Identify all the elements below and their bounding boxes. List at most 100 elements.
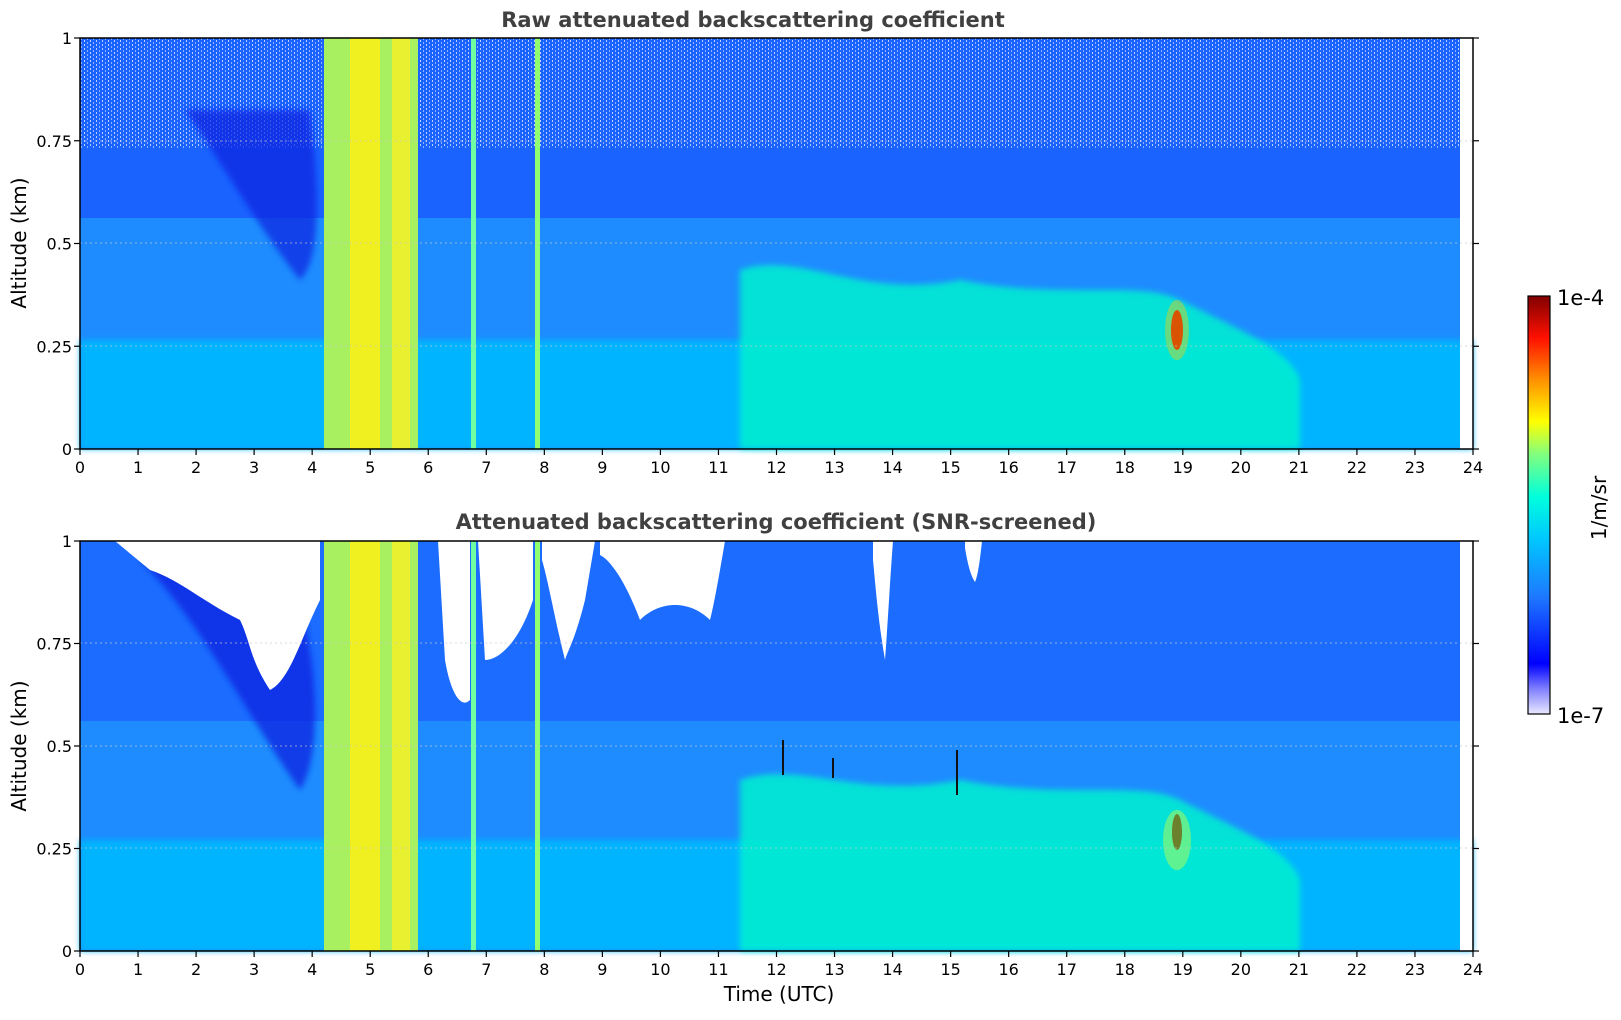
- panel-screened-fog-band-3: [535, 541, 540, 951]
- x-tick-label: 17: [1057, 960, 1077, 979]
- colorbar-min-label: 1e-7: [1557, 704, 1604, 728]
- x-tick-label: 12: [766, 960, 786, 979]
- panel-screened-boundary-layer: [740, 774, 1300, 951]
- panel-raw-x-ticks: 0 1 2 3 4 5 6 7 8 9 10 11 12 13 14 15 16 17 18 19 20 21 22 23 24: [75, 449, 1483, 477]
- panel-screened-masked-region-7: [965, 541, 982, 582]
- colorbar-gradient: [1527, 295, 1551, 715]
- x-tick-label: 20: [1231, 960, 1251, 979]
- x-tick-label: 7: [481, 960, 491, 979]
- x-tick-label: 14: [882, 458, 902, 477]
- x-tick-label: 2: [191, 960, 201, 979]
- y-tick-label: 0.5: [47, 737, 72, 756]
- y-tick-label: 0.25: [36, 840, 72, 859]
- x-tick-label: 18: [1115, 960, 1135, 979]
- x-tick-label: 12: [766, 458, 786, 477]
- panel-screened-masked-region-6: [873, 541, 893, 660]
- y-tick-label: 0.25: [36, 337, 72, 356]
- x-tick-label: 11: [708, 960, 728, 979]
- panel-screened-xlabel: Time (UTC): [723, 982, 835, 1006]
- x-tick-label: 4: [307, 458, 317, 477]
- x-tick-label: 18: [1115, 458, 1135, 477]
- x-tick-label: 1: [133, 458, 143, 477]
- x-tick-label: 9: [597, 458, 607, 477]
- panel-screened: Attenuated backscattering coefficient (S…: [7, 510, 1483, 1006]
- panel-raw-grid: [80, 140, 1473, 347]
- x-tick-label: 4: [307, 960, 317, 979]
- colorbar-unit-label: 1/m/sr: [1587, 475, 1611, 540]
- panel-raw-fog-band-3: [535, 38, 540, 449]
- x-tick-label: 19: [1173, 960, 1193, 979]
- panel-raw-y-ticks: 0 0.25 0.5 0.75 1: [36, 29, 1479, 459]
- y-tick-label: 0.75: [36, 635, 72, 654]
- x-tick-label: 5: [365, 960, 375, 979]
- x-tick-label: 6: [423, 458, 433, 477]
- panel-screened-masked-region-3: [478, 541, 533, 660]
- x-tick-label: 1: [133, 960, 143, 979]
- panel-raw: Raw attenuated backscattering coefficien…: [7, 8, 1483, 477]
- panel-raw-fog-band-2: [471, 38, 476, 449]
- x-tick-label: 15: [940, 458, 960, 477]
- panel-raw-peak-signal: [1171, 310, 1183, 350]
- x-tick-label: 7: [481, 458, 491, 477]
- x-tick-label: 23: [1405, 960, 1425, 979]
- x-tick-label: 13: [824, 458, 844, 477]
- panel-screened-masked-region-5: [600, 541, 725, 620]
- x-tick-label: 24: [1463, 960, 1483, 979]
- x-tick-label: 22: [1347, 960, 1367, 979]
- y-tick-label: 0.75: [36, 132, 72, 151]
- y-tick-label: 0.5: [47, 235, 72, 254]
- panel-screened-x-ticks: 0 1 2 3 4 5 6 7 8 9 10 11 12 13 14 15 16 17 18 19 20 21 22 23 24: [75, 951, 1483, 979]
- x-tick-label: 10: [650, 960, 670, 979]
- panel-raw-peak-halo: [1165, 300, 1189, 360]
- panel-raw-ylabel: Altitude (km): [7, 177, 31, 308]
- x-tick-label: 19: [1173, 458, 1193, 477]
- panel-screened-title: Attenuated backscattering coefficient (S…: [456, 510, 1097, 534]
- x-tick-label: 15: [940, 960, 960, 979]
- x-tick-label: 3: [249, 458, 259, 477]
- x-tick-label: 8: [539, 458, 549, 477]
- panel-screened-peak-halo: [1163, 810, 1191, 870]
- panel-screened-spike: [832, 758, 834, 778]
- x-tick-label: 0: [75, 458, 85, 477]
- x-tick-label: 9: [597, 960, 607, 979]
- x-tick-label: 16: [998, 960, 1018, 979]
- panel-screened-peak-signal: [1172, 814, 1182, 850]
- y-tick-label: 1: [62, 532, 72, 551]
- x-tick-label: 20: [1231, 458, 1251, 477]
- panel-screened-spike: [782, 740, 784, 775]
- panel-raw-boundary-layer: [740, 265, 1300, 449]
- panel-raw-title: Raw attenuated backscattering coefficien…: [501, 8, 1005, 32]
- x-tick-label: 3: [249, 960, 259, 979]
- x-tick-label: 17: [1057, 458, 1077, 477]
- panel-screened-ylabel: Altitude (km): [7, 680, 31, 811]
- panel-screened-y-ticks: 0 0.25 0.5 0.75 1: [36, 532, 1479, 961]
- panel-raw-upper-noise: [80, 38, 1473, 148]
- panel-screened-masked-region-2: [438, 541, 470, 703]
- y-tick-label: 0: [62, 942, 72, 961]
- panel-screened-fog-band-2: [471, 541, 476, 951]
- panel-screened-masked-region-1: [115, 541, 320, 690]
- x-tick-label: 16: [998, 458, 1018, 477]
- panel-raw-heatmap: [80, 38, 1473, 449]
- y-tick-label: 0: [62, 440, 72, 459]
- panel-screened-grid: [80, 642, 1473, 849]
- colorbar-max-label: 1e-4: [1557, 286, 1604, 310]
- colorbar: 1e-4 1e-7 1/m/sr: [1527, 286, 1611, 728]
- x-tick-label: 8: [539, 960, 549, 979]
- panel-screened-masked-region-4: [542, 541, 595, 660]
- x-tick-label: 21: [1289, 960, 1309, 979]
- y-tick-label: 1: [62, 29, 72, 48]
- x-tick-label: 10: [650, 458, 670, 477]
- panel-screened-spike: [956, 750, 958, 795]
- x-tick-label: 22: [1347, 458, 1367, 477]
- panel-raw-dark-plume: [185, 110, 317, 280]
- x-tick-label: 23: [1405, 458, 1425, 477]
- x-tick-label: 6: [423, 960, 433, 979]
- x-tick-label: 11: [708, 458, 728, 477]
- x-tick-label: 14: [882, 960, 902, 979]
- x-tick-label: 13: [824, 960, 844, 979]
- x-tick-label: 0: [75, 960, 85, 979]
- x-tick-label: 5: [365, 458, 375, 477]
- x-tick-label: 21: [1289, 458, 1309, 477]
